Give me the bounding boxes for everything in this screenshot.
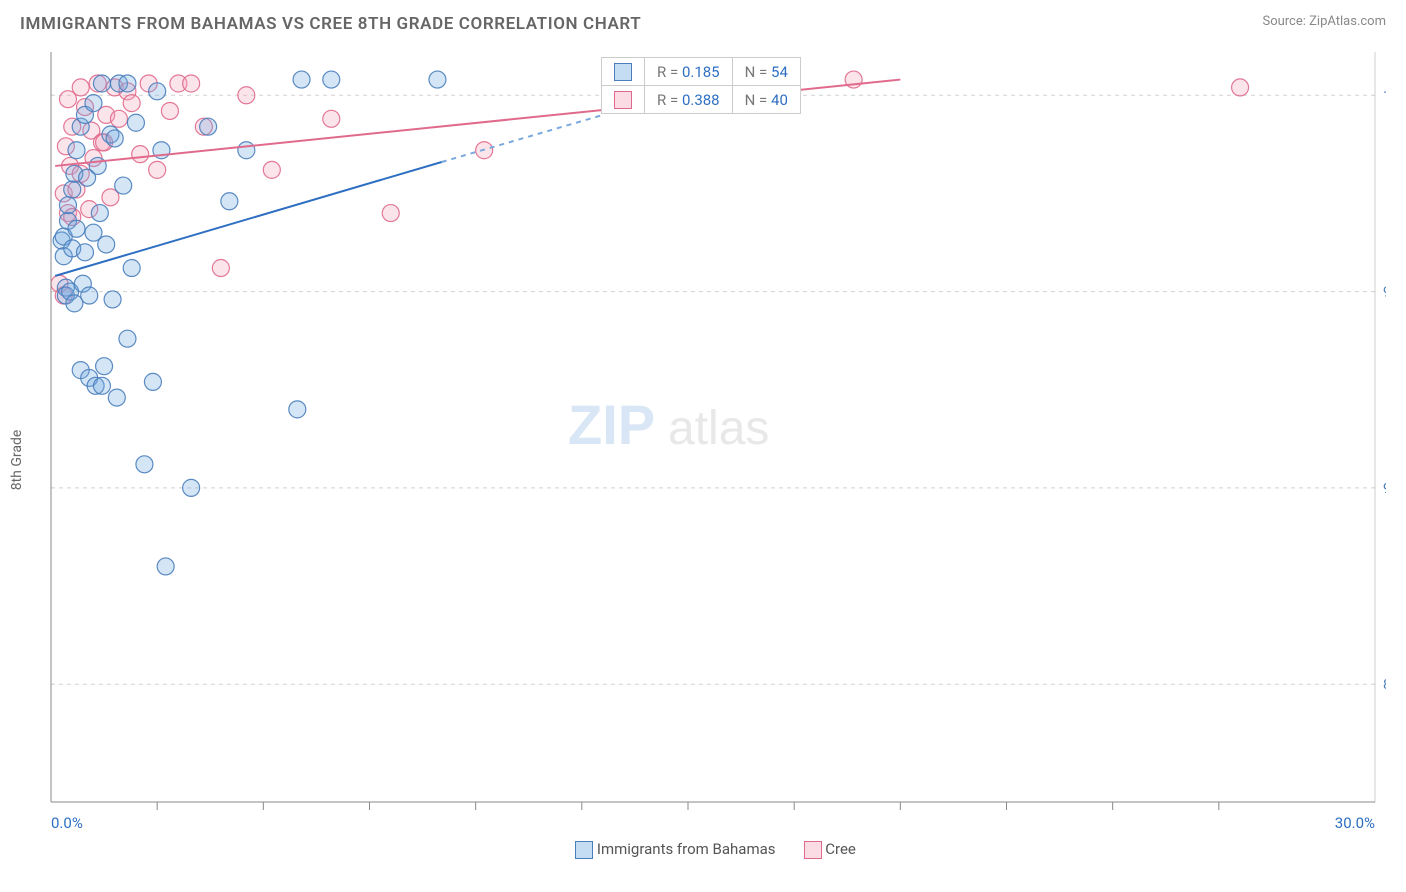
svg-text:ZIP: ZIP <box>568 393 655 456</box>
legend-item-a: Immigrants from Bahamas <box>575 840 775 859</box>
svg-text:atlas: atlas <box>668 402 769 455</box>
legend-item-b: Cree <box>804 840 856 859</box>
x-axis-end-labels: 0.0% 30.0% <box>45 814 1386 836</box>
y-axis-label: 8th Grade <box>9 429 25 490</box>
correlation-info-box: R = 0.185N = 54R = 0.388N = 40 <box>601 57 801 114</box>
scatter-chart: 100.0% 95.0% 90.0% 85.0% ZIPatlas <box>45 44 1386 814</box>
svg-text:90.0%: 90.0% <box>1383 481 1386 497</box>
x-min-label: 0.0% <box>51 814 83 832</box>
legend-swatch-b <box>804 841 822 859</box>
svg-text:95.0%: 95.0% <box>1383 285 1386 301</box>
svg-text:100.0%: 100.0% <box>1383 88 1386 104</box>
legend-swatch-a <box>575 841 593 859</box>
x-max-label: 30.0% <box>1335 814 1375 832</box>
info-swatch <box>614 91 632 109</box>
source-label: Source: ZipAtlas.com <box>1262 14 1386 29</box>
chart-title: IMMIGRANTS FROM BAHAMAS VS CREE 8TH GRAD… <box>20 14 641 34</box>
plot-area: 8th Grade 100.0%95.0%90.0%85.0%ZIPatlas … <box>45 44 1386 859</box>
legend: Immigrants from Bahamas Cree <box>45 840 1386 859</box>
info-swatch <box>614 63 632 81</box>
svg-text:85.0%: 85.0% <box>1383 677 1386 693</box>
source-link[interactable]: ZipAtlas.com <box>1309 14 1386 29</box>
